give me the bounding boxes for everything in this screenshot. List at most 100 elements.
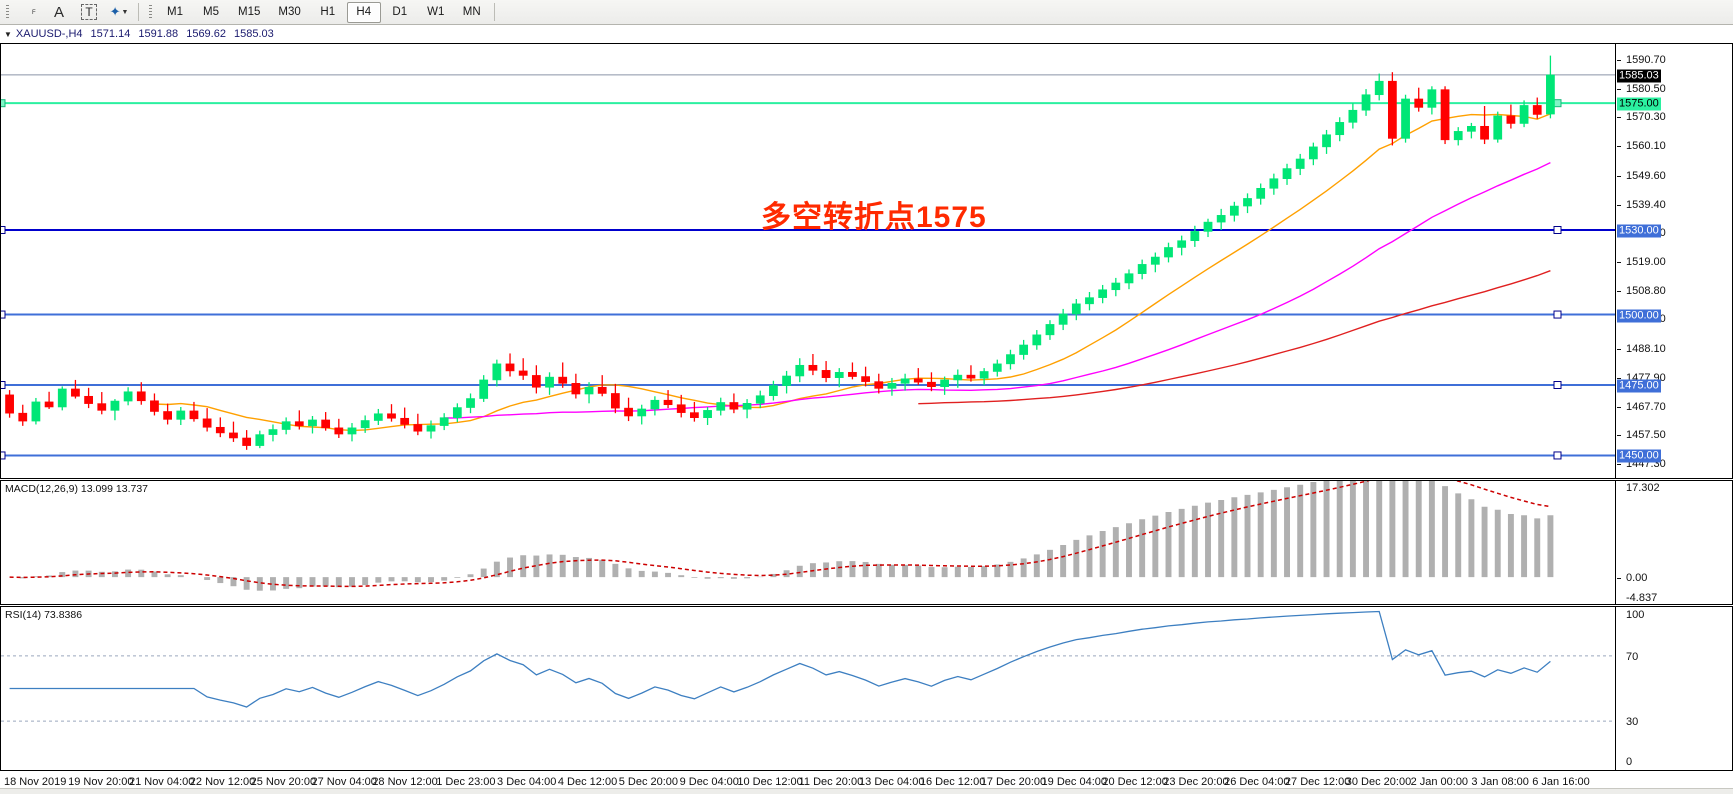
symbol-quote-bar: ▼ XAUUSD-,H4 1571.14 1591.88 1569.62 158… [0,26,1733,42]
timeframe-d1[interactable]: D1 [392,6,408,18]
text-object-icon[interactable]: A [53,3,64,21]
level-tag-1500: 1500.00 [1617,309,1661,323]
timeframe-m5[interactable]: M5 [203,6,219,18]
price-axis-label: 1580.50 [1626,82,1666,95]
time-axis-label: 6 Jan 16:00 [1532,776,1590,788]
macd-axis: 17.302 0.00 -4.837 [1615,481,1732,604]
time-axis-label: 17 Dec 20:00 [980,776,1047,788]
timeframe-h1[interactable]: H1 [320,6,336,18]
price-axis-tick [1617,406,1621,408]
time-axis-label: 11 Dec 20:00 [798,776,864,788]
rsi-label: RSI(14) 73.8386 [5,609,83,621]
level-tag-1475: 1475.00 [1617,379,1661,393]
grid-icon[interactable]: F [32,10,36,16]
macd-indicator-panel[interactable]: MACD(12,26,9) 13.099 13.737 17.302 0.00 -4… [0,480,1733,605]
time-axis-label: 5 Dec 20:00 [618,776,679,788]
price-axis-label: 1519.00 [1626,256,1666,268]
time-axis-label: 4 Dec 12:00 [557,776,618,788]
time-axis-label: 10 Dec 12:00 [737,776,803,788]
price-chart-panel[interactable]: 多空转折点1575 1590.70 1580.50 1570.30 1560.10 15… [0,43,1733,479]
price-axis-tick [1617,464,1621,466]
level-tag-1450: 1450.00 [1617,449,1661,463]
time-axis-label: 9 Dec 04:00 [679,776,739,788]
time-axis-label: 25 Nov 20:00 [250,776,317,788]
macd-plot-area[interactable]: MACD(12,26,9) 13.099 13.737 [1,481,1615,604]
text-label-icon[interactable]: T [75,1,103,23]
level-tag-1530: 1530.00 [1617,224,1661,238]
price-axis-label: 1570.30 [1626,111,1666,124]
time-axis-label: 3 Jan 08:00 [1471,776,1529,788]
toolbar-drag-handle[interactable] [0,1,14,24]
last-price-tag: 1585.03 [1617,69,1661,83]
price-axis-tick [1617,262,1621,263]
macd-axis-label: -4.837 [1626,592,1658,604]
price-axis-tick [1617,377,1621,379]
price-axis-tick [1617,204,1621,206]
price-axis-tick [1617,146,1621,148]
toolbar-separator [138,3,139,21]
price-axis-label: 1508.80 [1626,284,1666,297]
status-bar [0,788,1733,794]
quote-open: 1571.14 [90,28,131,40]
macd-axis-label: 17.302 [1626,482,1660,494]
chart-annotation-text: 多空转折点1575 [761,201,987,234]
price-axis-tick [1617,88,1621,90]
time-axis-label: 13 Dec 04:00 [859,776,925,788]
rsi-axis-label: 70 [1626,650,1639,663]
time-axis-label: 2 Jan 00:00 [1410,776,1469,788]
price-axis-tick [1617,435,1621,437]
price-axis[interactable]: 1590.70 1580.50 1570.30 1560.10 1549.60 1539.… [1615,44,1732,478]
time-axis-label: 16 Dec 12:00 [919,776,986,788]
price-axis-tick [1617,175,1621,177]
chevron-down-icon[interactable]: ▼ [4,29,12,39]
time-axis-label: 26 Dec 04:00 [1224,776,1290,788]
price-axis-label: 1457.50 [1626,429,1666,442]
time-axis-label: 30 Dec 20:00 [1345,776,1412,788]
time-axis-label: 19 Dec 04:00 [1041,776,1107,788]
price-plot-area[interactable]: 多空转折点1575 [1,44,1615,478]
time-axis-label: 18 Nov 2019 [4,776,67,788]
price-axis-tick [1617,117,1621,119]
time-axis-label: 1 Dec 23:00 [436,776,496,788]
rsi-plot-area[interactable]: RSI(14) 73.8386 [1,607,1615,770]
rsi-axis-label: 30 [1626,716,1639,729]
time-axis-label: 20 Dec 12:00 [1102,776,1168,788]
time-axis-label: 27 Dec 12:00 [1284,776,1351,788]
symbol-label: XAUUSD-,H4 [15,28,83,40]
rsi-axis-label: 100 [1626,609,1645,621]
timeframe-mn[interactable]: MN [462,6,481,18]
price-axis-label: 1560.10 [1626,140,1666,153]
price-axis-tick [1617,59,1621,61]
price-axis-tick [1617,290,1621,292]
time-axis-label: 27 Nov 04:00 [311,776,377,788]
rsi-axis-label: 0 [1626,756,1633,768]
rsi-axis: 100 70 30 0 [1615,607,1732,770]
timeframe-h4[interactable]: H4 [346,1,381,23]
macd-label: MACD(12,26,9) 13.099 13.737 [5,483,149,495]
timeframe-w1[interactable]: W1 [427,6,445,18]
price-axis-label: 1488.10 [1626,343,1666,356]
timeframe-m30[interactable]: M30 [278,6,301,18]
timeframe-m1[interactable]: M1 [167,6,183,18]
price-axis-tick [1617,349,1621,351]
time-axis-label: 28 Nov 12:00 [372,776,438,788]
time-axis-label: 3 Dec 04:00 [497,776,557,788]
macd-axis-label: 0.00 [1626,572,1648,585]
quote-high: 1591.88 [138,28,179,40]
rsi-indicator-panel[interactable]: RSI(14) 73.8386 100 70 30 0 [0,606,1733,771]
timeframe-drag-handle[interactable] [143,1,157,24]
chart-toolbar: F A T ✦ ▼ M1 M5 M15 M30 H1 H4 D1 W1 MN [0,0,1733,25]
time-axis-label: 22 Nov 12:00 [189,776,256,788]
price-axis-label: 1549.60 [1626,169,1666,182]
level-tag-1575: 1575.00 [1617,97,1661,111]
quote-close: 1585.03 [234,28,274,40]
objects-icon[interactable]: ✦ ▼ [109,4,129,19]
toolbar-separator-2 [493,3,495,21]
timeframe-m15[interactable]: M15 [238,6,261,18]
quote-low: 1569.62 [186,28,226,40]
price-axis-label: 1467.70 [1626,400,1666,413]
price-axis-label: 1590.70 [1626,53,1666,66]
price-axis-label: 1539.40 [1626,198,1666,211]
time-axis-label: 21 Nov 04:00 [128,776,195,788]
